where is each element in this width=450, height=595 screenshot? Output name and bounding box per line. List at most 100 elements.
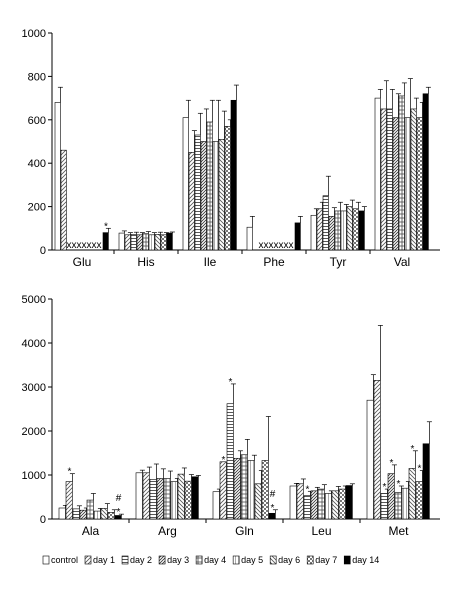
bar-tyr-day-1 — [316, 208, 323, 251]
bar-leu-control — [289, 485, 297, 520]
significance-mark: * — [271, 503, 275, 514]
bar-val-day-4 — [398, 95, 405, 251]
bar-ile-day-7 — [224, 126, 231, 251]
legend-swatch — [84, 555, 92, 565]
no-data-marker-glu: xxxxxxx — [67, 240, 102, 251]
bar-ala-day-5 — [93, 510, 101, 520]
bar-arg-day-1 — [142, 472, 150, 520]
bar-ile-day-14 — [230, 99, 237, 251]
bar-gln-day-4 — [240, 454, 248, 520]
legend-swatch — [343, 555, 351, 565]
category-label-ala: Ala — [82, 524, 100, 538]
legend-item-day-6: day 6 — [269, 555, 300, 565]
bar-leu-day-1 — [296, 483, 304, 520]
y-tick-label: 600 — [28, 115, 46, 127]
bar-his-day-14 — [166, 232, 173, 251]
bar-met-day-1 — [373, 380, 381, 520]
bar-leu-day-14 — [345, 485, 353, 520]
bar-tyr-control — [310, 214, 317, 251]
bar-tyr-day-7 — [352, 208, 359, 251]
y-tick-label: 0 — [40, 514, 46, 526]
legend-swatch — [306, 555, 314, 565]
significance-mark: # — [270, 489, 276, 500]
legend-swatch — [121, 555, 129, 565]
significance-mark: * — [104, 221, 108, 232]
bar-phe-day-14 — [294, 222, 301, 251]
y-tick-label: 1000 — [22, 28, 46, 40]
significance-mark: * — [418, 464, 422, 475]
category-label-ile: Ile — [204, 255, 217, 269]
bar-tyr-day-4 — [334, 210, 341, 251]
legend-swatch — [158, 555, 166, 565]
bar-gln-day-5 — [247, 460, 255, 520]
bar-his-day-5 — [148, 234, 155, 251]
category-label-glu: Glu — [73, 255, 92, 269]
significance-mark: * — [229, 377, 233, 388]
bar-his-day-6 — [154, 234, 161, 251]
category-label-tyr: Tyr — [330, 255, 347, 269]
category-label-arg: Arg — [158, 524, 177, 538]
significance-mark: * — [117, 507, 121, 518]
bar-leu-day-6 — [331, 490, 339, 520]
bar-glu-day-1 — [60, 149, 67, 251]
legend-label: day 7 — [315, 555, 337, 565]
category-label-met: Met — [388, 524, 409, 538]
legend-label: day 1 — [93, 555, 115, 565]
bar-leu-day-5 — [324, 493, 332, 520]
bar-ile-day-5 — [212, 141, 219, 251]
bar-val-day-14 — [422, 93, 429, 251]
category-label-leu: Leu — [311, 524, 331, 538]
significance-mark: * — [411, 444, 415, 455]
bar-ala-day-1 — [65, 481, 73, 520]
bar-ala-day-14 — [114, 515, 122, 520]
legend-item-day-2: day 2 — [121, 555, 152, 565]
significance-mark: * — [383, 482, 387, 493]
legend-label: control — [51, 555, 78, 565]
bar-met-day-7 — [415, 481, 423, 520]
bar-val-day-7 — [416, 117, 423, 251]
legend-swatch — [269, 555, 277, 565]
y-tick-label: 400 — [28, 158, 46, 170]
bar-gln-day-2 — [226, 403, 234, 520]
bar-his-day-7 — [160, 234, 167, 251]
significance-mark: * — [68, 467, 72, 478]
bar-his-day-4 — [142, 233, 149, 251]
bar-ile-day-4 — [206, 121, 213, 251]
bar-ile-day-6 — [218, 139, 225, 251]
bar-leu-day-7 — [338, 488, 346, 520]
chart-panel-1: 0 200 400 600 800 1000 Glu His Ile Phe Tyr Val xxxxx… — [22, 28, 440, 269]
bar-arg-day-14 — [191, 476, 199, 520]
legend-item-day-7: day 7 — [306, 555, 337, 565]
legend: control day 1 day 2 day 3 day 4 day 5 day 6 day… — [42, 555, 379, 565]
bar-gln-day-1 — [219, 461, 227, 520]
y-tick-label: 2000 — [22, 426, 46, 438]
bar-tyr-day-2 — [322, 195, 329, 251]
bar-met-control — [366, 399, 374, 520]
bar-ala-control — [58, 507, 66, 520]
legend-label: day 6 — [278, 555, 300, 565]
bar-ala-day-6 — [100, 508, 108, 520]
bar-tyr-day-5 — [340, 210, 347, 251]
bar-tyr-day-14 — [358, 210, 365, 251]
bar-tyr-day-6 — [346, 206, 353, 251]
bar-gln-day-6 — [254, 483, 262, 520]
legend-item-control: control — [42, 555, 78, 565]
bar-glu-day-14 — [102, 232, 109, 251]
bar-met-day-14 — [422, 443, 430, 520]
category-label-val: Val — [394, 255, 410, 269]
significance-mark: * — [306, 484, 310, 495]
y-tick-label: 200 — [28, 202, 46, 214]
significance-mark: * — [222, 455, 226, 466]
bar-val-day-2 — [386, 108, 393, 251]
bar-ile-day-1 — [188, 152, 195, 251]
bar-phe-control — [246, 226, 253, 251]
bar-leu-day-3 — [310, 490, 318, 520]
bar-arg-control — [135, 472, 143, 520]
legend-swatch — [195, 555, 203, 565]
bar-leu-day-4 — [317, 488, 325, 520]
bar-ala-day-2 — [72, 508, 80, 520]
category-label-gln: Gln — [235, 524, 254, 538]
bar-arg-day-3 — [156, 478, 164, 520]
